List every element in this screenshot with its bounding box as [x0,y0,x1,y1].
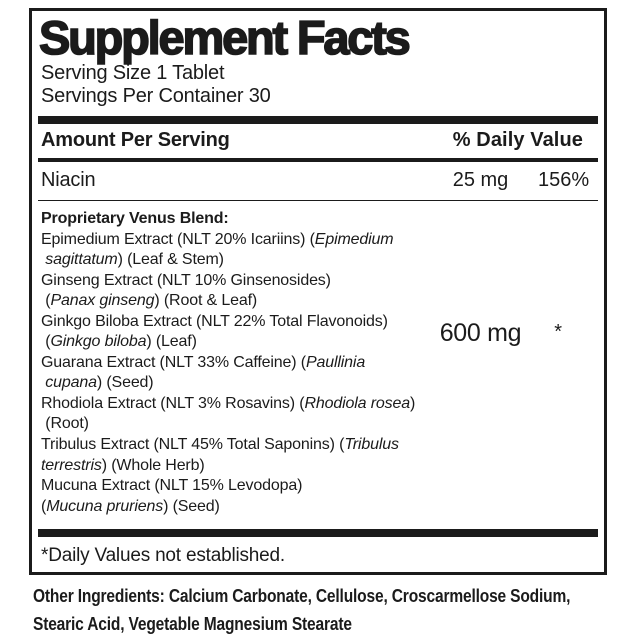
column-header-dv: % Daily Value [452,129,583,151]
blend-line: (Mucuna pruriens) (Seed) [41,497,220,515]
other-ingredients: Other Ingredients: Calcium Carbonate, Ce… [33,582,638,637]
blend-line: Rhodiola Extract (NLT 3% Rosavins) (Rhod… [41,394,416,412]
footnote: *Daily Values not established. [41,545,285,567]
nutrient-name: Niacin [41,168,96,191]
nutrient-amount: 25 mg [452,168,509,191]
divider-thin [38,199,598,201]
supplement-facts-panel: Supplement Facts Serving Size 1 Tablet S… [29,8,607,575]
other-ingredients-line: Other Ingredients: Calcium Carbonate, Ce… [33,585,571,606]
blend-line: Epimedium Extract (NLT 20% Icariins) (Ep… [41,230,394,248]
blend-lines: Proprietary Venus Blend: Epimedium Extrac… [41,209,423,517]
blend-line: (Ginkgo biloba) (Leaf) [41,333,197,351]
divider-thick-bottom [38,529,598,538]
blend-dv: * [554,321,562,343]
column-header-row: Amount Per Serving % Daily Value [38,124,598,158]
nutrient-row: Niacin 25 mg 156% [38,162,598,200]
blend-line: Ginseng Extract (NLT 10% Ginsenosides) [41,271,331,289]
nutrient-dv: 156% [538,168,590,191]
column-header-amount: Amount Per Serving [41,129,230,151]
blend-line: Ginkgo Biloba Extract (NLT 22% Total Fla… [41,312,388,330]
other-ingredients-line: Stearic Acid, Vegetable Magnesium Steara… [33,612,352,634]
blend-amount: 600 mg [439,319,522,347]
serving-size: Serving Size 1 Tablet [41,62,225,84]
blend-section: Proprietary Venus Blend: Epimedium Extrac… [38,201,598,529]
blend-line: Tribulus Extract (NLT 45% Total Saponins… [41,436,399,454]
divider-medium [38,158,598,162]
blend-line: Mucuna Extract (NLT 15% Levodopa) [41,477,303,495]
servings-per-container: Servings Per Container 30 [41,84,271,107]
blend-line: Guarana Extract (NLT 33% Caffeine) (Paul… [41,353,366,371]
blend-line: terrestris) (Whole Herb) [41,456,205,474]
divider-thick-top [38,116,598,124]
blend-line: (Root) [41,415,89,433]
blend-line: Proprietary Venus Blend: [41,210,229,227]
blend-line: (Panax ginseng) (Root & Leaf) [41,292,258,310]
panel-title: Supplement Facts [38,11,411,64]
blend-line: cupana) (Seed) [45,374,154,392]
blend-line: sagittatum) (Leaf & Stem) [45,251,224,269]
